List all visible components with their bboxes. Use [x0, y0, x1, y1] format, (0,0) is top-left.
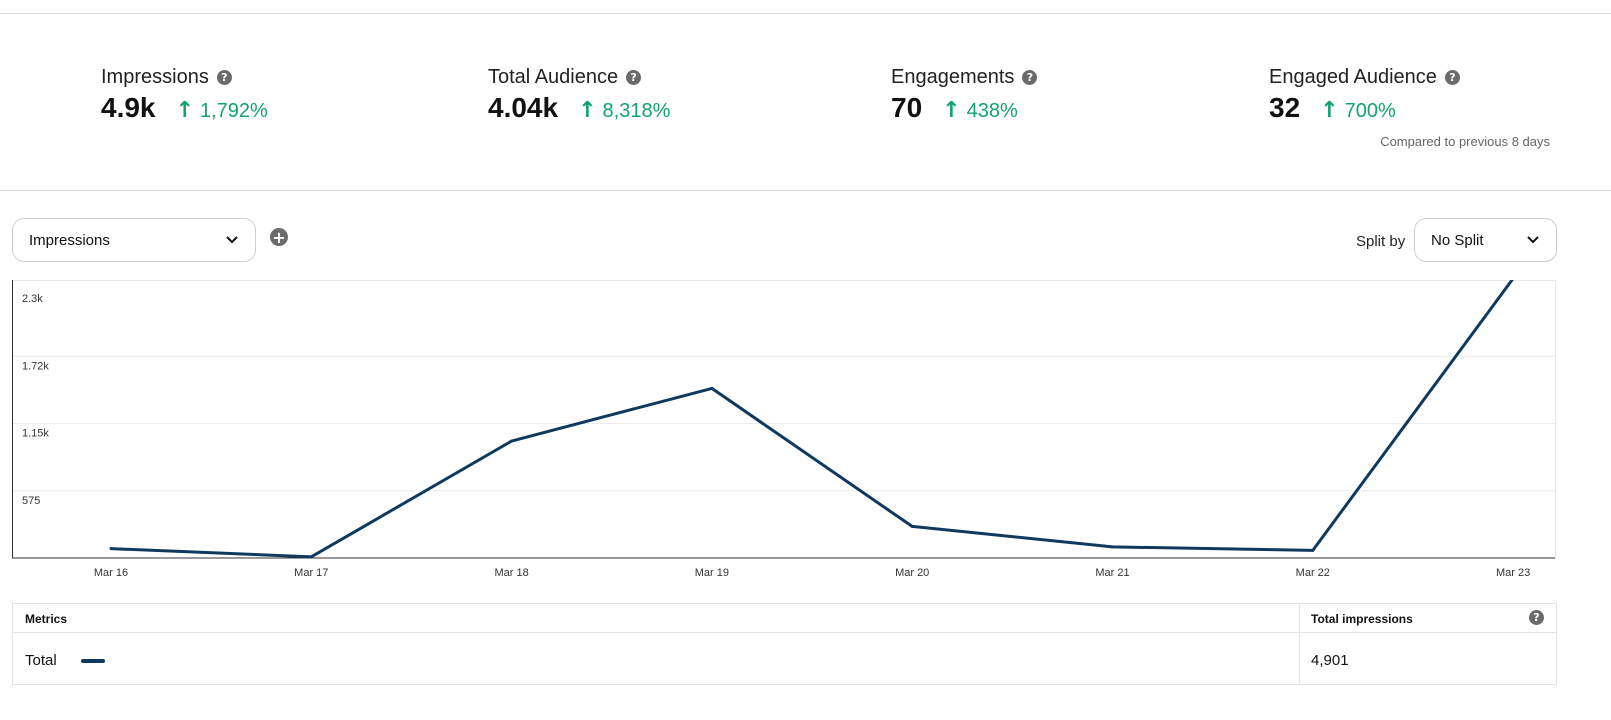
stat-engagements: Engagements? 70 ↑ 438% [891, 64, 1038, 124]
x-tick-label: Mar 22 [1296, 567, 1330, 579]
split-select-value: No Split [1431, 231, 1484, 249]
data-point [510, 439, 514, 443]
x-tick-label: Mar 20 [895, 567, 929, 579]
y-tick-label: 1.15k [22, 428, 49, 440]
arrow-up-icon: ↑ [1320, 98, 1339, 123]
delta-text: 438% [966, 100, 1018, 122]
y-tick-label: 575 [22, 495, 40, 507]
stat-label: Total Audience [488, 65, 619, 88]
row-label: Total [25, 652, 57, 669]
stat-delta: ↑ 438% [942, 98, 1018, 123]
stat-delta: ↑ 8,318% [578, 98, 670, 123]
metrics-table: Metrics Total impressions ? Total 4,901 [12, 603, 1557, 685]
split-by-label: Split by [1356, 233, 1406, 250]
stat-label: Engagements [891, 65, 1015, 88]
x-tick-label: Mar 17 [294, 567, 328, 579]
compare-note: Compared to previous 8 days [1380, 134, 1550, 149]
help-icon[interactable]: ? [1529, 610, 1544, 625]
data-point [1311, 548, 1315, 552]
stat-value: 4.04k [488, 92, 559, 123]
col-header-total-impressions: Total impressions [1311, 612, 1413, 626]
x-tick-label: Mar 18 [494, 567, 528, 579]
delta-text: 1,792% [199, 100, 268, 122]
help-icon[interactable]: ? [1444, 69, 1460, 85]
table-row: Total [25, 652, 105, 669]
stat-delta: ↑ 700% [1320, 98, 1396, 123]
data-point [1111, 545, 1114, 549]
x-tick-label: Mar 21 [1095, 567, 1129, 579]
row-value: 4,901 [1311, 652, 1349, 669]
col-header-metrics: Metrics [25, 612, 68, 626]
split-select[interactable]: No Split [1414, 218, 1557, 262]
stat-impressions: Impressions? 4.9k ↑ 1,792% [101, 64, 268, 124]
series-line-total [110, 280, 1514, 559]
chevron-down-icon [226, 236, 238, 244]
table-header [13, 604, 1556, 633]
stat-delta: ↑ 1,792% [176, 98, 268, 123]
y-tick-label: 1.72k [22, 360, 49, 372]
stat-value: 70 [891, 92, 923, 123]
legend-line-swatch [80, 658, 105, 663]
delta-text: 700% [1344, 100, 1396, 122]
metric-select-value: Impressions [29, 231, 110, 249]
arrow-up-icon: ↑ [578, 98, 597, 123]
help-icon[interactable]: ? [626, 69, 642, 85]
delta-text: 8,318% [602, 100, 671, 122]
x-tick-label: Mar 19 [695, 567, 729, 579]
stat-label: Engaged Audience [1269, 65, 1437, 88]
stat-total-audience: Total Audience? 4.04k ↑ 8,318% [488, 64, 670, 124]
data-point [910, 524, 914, 528]
data-point [710, 386, 714, 390]
help-icon[interactable]: ? [1022, 69, 1038, 85]
add-metric-button[interactable]: + [270, 228, 288, 247]
metric-select[interactable]: Impressions [12, 218, 256, 262]
y-tick-label: 2.3k [22, 293, 43, 305]
x-tick-label: Mar 23 [1496, 567, 1530, 579]
data-point [109, 547, 113, 551]
arrow-up-icon: ↑ [175, 98, 194, 123]
help-icon[interactable]: ? [216, 69, 232, 85]
stat-label: Impressions [101, 65, 209, 88]
stat-value: 32 [1269, 92, 1301, 123]
plot-frame [12, 280, 1556, 559]
stat-engaged-audience: Engaged Audience? 32 ↑ 700% [1269, 64, 1460, 124]
x-tick-label: Mar 16 [94, 567, 128, 579]
column-divider [1299, 604, 1300, 684]
data-point [309, 555, 313, 559]
top-divider [0, 13, 1611, 14]
stat-value: 4.9k [101, 92, 156, 123]
stats-panel: Impressions? 4.9k ↑ 1,792% Total Audience… [0, 0, 1611, 191]
impressions-line-chart: 575 1.15k 1.72k 2.3k Mar 16 Mar 17 Mar 18 Mar 1… [12, 280, 1556, 579]
arrow-up-icon: ↑ [942, 98, 961, 123]
chevron-down-icon [1527, 236, 1539, 244]
